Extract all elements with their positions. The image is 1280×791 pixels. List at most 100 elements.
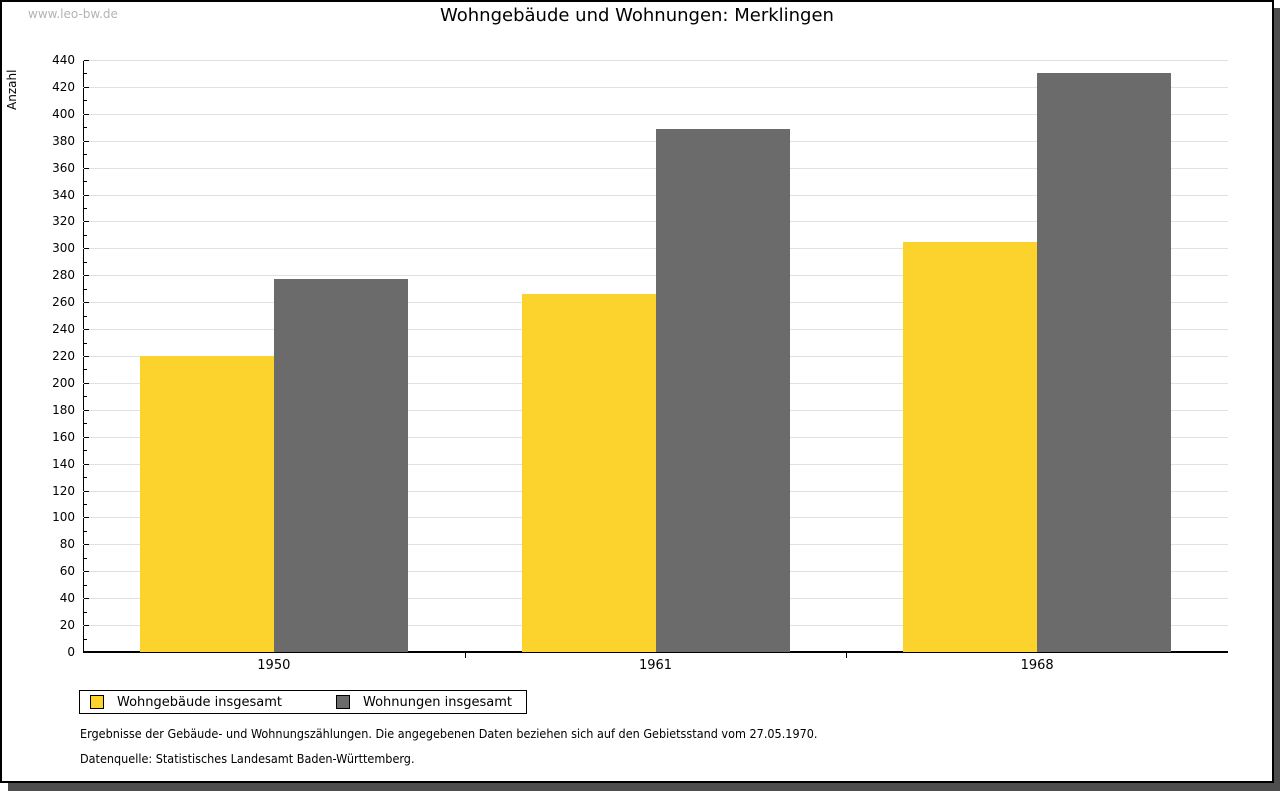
y-gridline <box>83 140 1228 142</box>
y-minor-tick <box>84 504 87 505</box>
y-minor-tick <box>84 208 87 209</box>
y-gridline <box>83 275 1228 277</box>
y-tick-label: 240 <box>52 322 75 337</box>
y-gridline <box>83 60 1228 61</box>
y-minor-tick <box>84 477 87 479</box>
x-boundary-tick <box>465 653 466 658</box>
y-major-tick <box>84 113 89 115</box>
y-tick-label: 280 <box>52 268 75 283</box>
y-minor-tick <box>84 154 87 156</box>
legend-label: Wohngebäude insgesamt <box>117 694 282 710</box>
y-gridline <box>83 194 1228 196</box>
legend-item: Wohnungen insgesamt <box>336 695 512 710</box>
y-minor-tick <box>84 315 87 317</box>
bar-wohngebaeude-1961 <box>522 294 656 652</box>
y-gridline <box>83 86 1228 88</box>
y-tick-label: 260 <box>52 295 75 310</box>
y-major-tick <box>84 463 89 465</box>
bar-wohngebaeude-1968 <box>903 242 1037 652</box>
y-tick-label: 360 <box>52 160 75 175</box>
y-major-tick <box>84 409 89 411</box>
x-boundary-tick <box>846 653 847 658</box>
x-tick-label: 1950 <box>257 658 291 673</box>
y-major-tick <box>84 329 89 331</box>
y-minor-tick <box>84 181 87 183</box>
y-minor-tick <box>84 611 87 613</box>
y-minor-tick <box>84 261 87 263</box>
legend-swatch <box>90 695 104 709</box>
y-major-tick <box>84 194 89 196</box>
y-minor-tick <box>84 73 87 75</box>
y-tick-label: 340 <box>52 187 75 202</box>
y-tick-label: 180 <box>52 402 75 417</box>
y-major-tick <box>84 140 89 142</box>
y-minor-tick <box>84 288 87 290</box>
footnote: Ergebnisse der Gebäude- und Wohnungszähl… <box>80 726 818 741</box>
y-tick-label: 100 <box>52 510 75 525</box>
y-major-tick <box>84 652 89 653</box>
y-minor-tick <box>84 234 87 236</box>
y-major-tick <box>84 544 89 546</box>
y-gridline <box>83 167 1228 169</box>
y-tick-label: 400 <box>52 106 75 121</box>
y-major-tick <box>84 382 89 384</box>
y-minor-tick <box>84 423 87 425</box>
x-axis-line <box>83 651 1228 653</box>
y-major-tick <box>84 625 89 627</box>
y-tick-label: 140 <box>52 456 75 471</box>
bar-wohnungen-1950 <box>274 279 408 652</box>
y-tick-label: 80 <box>59 537 75 552</box>
y-major-tick <box>84 221 89 223</box>
y-tick-label: 420 <box>52 79 75 94</box>
y-major-tick <box>84 571 89 573</box>
y-major-tick <box>84 248 89 250</box>
x-tick-label: 1961 <box>638 658 673 673</box>
y-tick-label: 220 <box>52 349 75 363</box>
y-gridline <box>83 248 1228 250</box>
y-major-tick <box>84 275 89 277</box>
y-minor-tick <box>84 557 87 559</box>
y-major-tick <box>84 436 89 438</box>
y-major-tick <box>84 302 89 304</box>
y-minor-tick <box>84 530 87 532</box>
y-tick-label: 320 <box>52 214 75 229</box>
y-minor-tick <box>84 638 87 640</box>
y-tick-label: 60 <box>59 564 75 579</box>
y-tick-label: 380 <box>52 133 75 148</box>
chart-title: Wohngebäude und Wohnungen: Merklingen <box>440 5 834 26</box>
y-minor-tick <box>84 127 87 129</box>
bar-wohnungen-1968 <box>1037 73 1171 652</box>
bar-wohngebaeude-1950 <box>140 356 274 652</box>
y-major-tick <box>84 598 89 600</box>
y-minor-tick <box>84 450 87 452</box>
y-tick-label: 120 <box>52 483 75 498</box>
legend: Wohngebäude insgesamt Wohnungen insgesamt <box>79 690 527 714</box>
y-tick-label: 300 <box>52 241 75 256</box>
legend-swatch <box>336 695 350 709</box>
y-minor-tick <box>84 584 87 586</box>
y-gridline <box>83 221 1228 223</box>
y-minor-tick <box>84 369 87 371</box>
y-minor-tick <box>84 342 87 344</box>
y-minor-tick <box>84 396 87 398</box>
plot-area <box>83 60 1228 658</box>
y-major-tick <box>84 490 89 492</box>
y-tick-label: 440 <box>52 53 75 67</box>
legend-item: Wohngebäude insgesamt <box>90 695 282 710</box>
y-tick-label: 200 <box>52 375 75 390</box>
y-minor-tick <box>84 100 87 102</box>
y-tick-label: 40 <box>59 591 75 606</box>
y-tick-label: 160 <box>52 429 75 444</box>
watermark: www.leo-bw.de <box>28 7 118 21</box>
y-major-tick <box>84 356 89 357</box>
y-major-tick <box>84 86 89 88</box>
bar-wohnungen-1961 <box>656 129 790 652</box>
y-major-tick <box>84 60 89 61</box>
y-tick-label: 0 <box>67 645 75 659</box>
y-gridline <box>83 113 1228 115</box>
x-tick-label: 1968 <box>1020 658 1054 673</box>
legend-label: Wohnungen insgesamt <box>363 694 512 710</box>
y-major-tick <box>84 167 89 169</box>
y-major-tick <box>84 517 89 519</box>
